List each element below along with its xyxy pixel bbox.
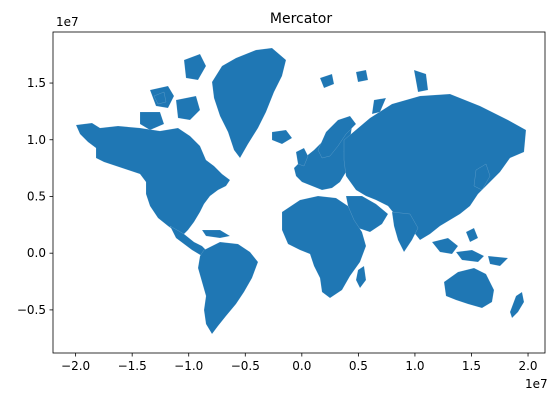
landmass-africa [281,195,367,299]
y-offset-label: 1e7 [56,15,79,29]
x-tick-label: 1.5 [462,359,481,373]
landmass-iceland [271,129,293,145]
landmass-arctic-archipelagos [319,69,429,115]
axes-frame [52,31,546,354]
landmass-british-isles [295,147,309,167]
svg-text:1e7: 1e7 [525,377,548,391]
landmass-india [391,211,419,253]
x-tick-label: −0.5 [231,359,260,373]
landmass-australia [443,267,495,309]
y-tick-label: 0.0 [27,246,46,260]
landmass-japan [473,163,491,191]
x-offset-label: 1e7 [525,377,548,391]
x-tick-label: −2.0 [61,359,90,373]
y-tick-label: 0.5 [27,189,46,203]
landmass-scandinavia [317,115,357,159]
x-axis: −2.0 −1.5 −1.0 −0.5 0.0 0.5 1.0 1.5 2.0 [61,353,538,373]
x-tick-label: 1.0 [405,359,424,373]
chart-title: Mercator [270,11,332,27]
landmass-greenland [211,47,287,159]
y-tick-label: 1.0 [27,133,46,147]
landmass-south-america [197,241,259,335]
axes-border [52,31,546,354]
y-tick-label: −0.5 [17,303,46,317]
x-tick-label: 0.0 [292,359,311,373]
landmass-asia [343,93,527,241]
y-axis: −0.5 0.0 0.5 1.0 1.5 [17,76,53,317]
x-tick-label: −1.0 [174,359,203,373]
landmass-southeast-asia [431,227,509,267]
landmass-north-america [75,122,231,237]
landmass-madagascar [355,265,367,289]
y-tick-label: 1.5 [27,76,46,90]
landmass-new-zealand [509,291,525,319]
plot-area [75,47,527,335]
landmasses [75,47,527,335]
x-tick-label: 2.0 [518,359,537,373]
x-tick-label: −1.5 [118,359,147,373]
landmass-arctic-islands [139,53,207,131]
x-tick-label: 0.5 [349,359,368,373]
svg-text:1e7: 1e7 [56,15,79,29]
